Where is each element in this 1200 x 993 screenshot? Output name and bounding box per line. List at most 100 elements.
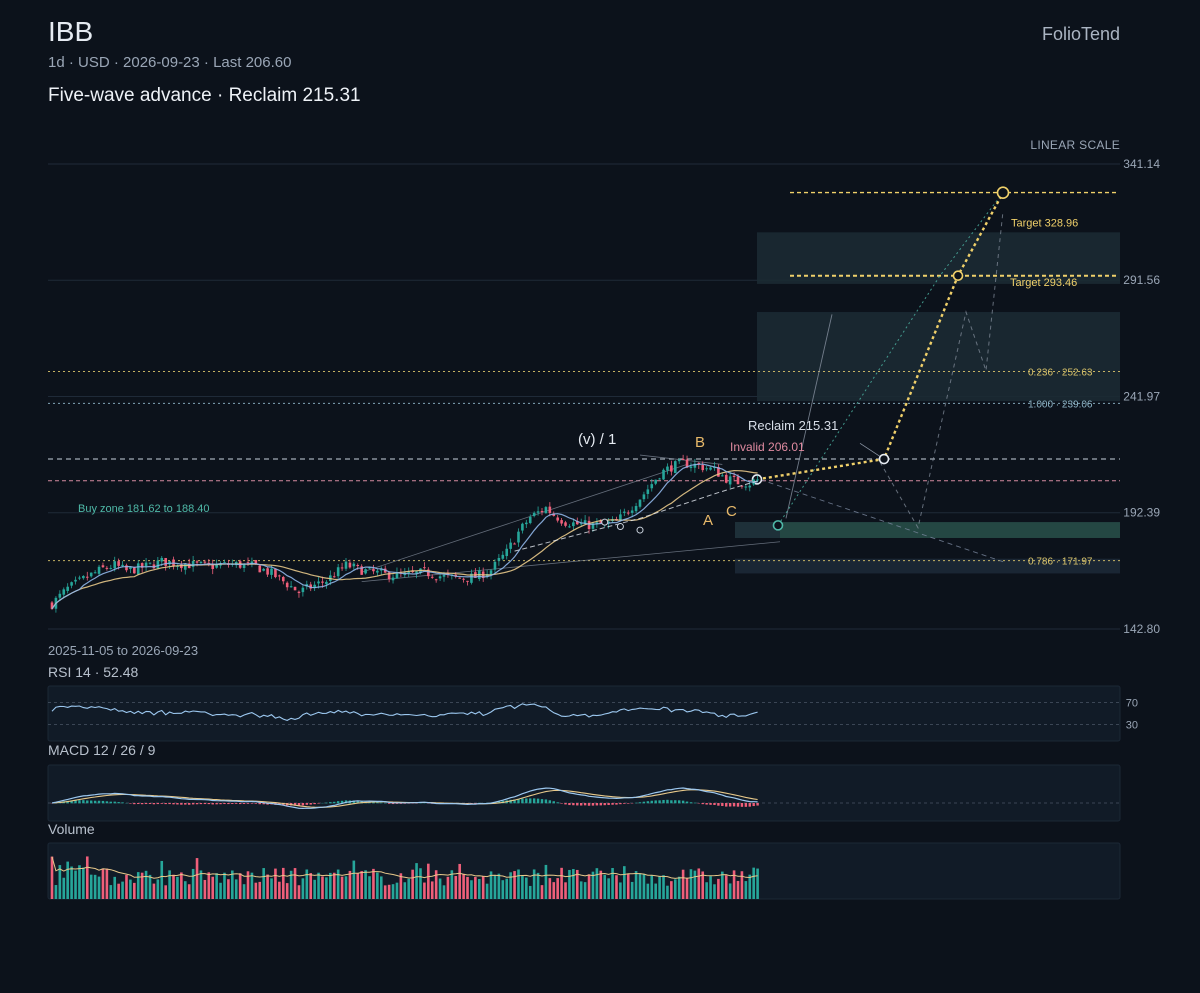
- rsi-value: 52.48: [103, 664, 139, 680]
- candle-body: [736, 476, 740, 485]
- brand-logo[interactable]: FolioTend: [1041, 24, 1120, 44]
- candle-body: [254, 560, 258, 565]
- volume-bar: [505, 878, 509, 899]
- candle-body: [242, 563, 246, 569]
- volume-bar: [583, 882, 587, 899]
- candle-body: [544, 507, 548, 514]
- macd-hist-bar: [580, 803, 583, 806]
- volume-bar: [575, 869, 579, 899]
- macd-hist-bar: [105, 801, 109, 804]
- candle-body: [626, 512, 630, 514]
- projection-layer: [361, 186, 1010, 583]
- macd-hist-bar: [309, 803, 312, 805]
- candle-body: [144, 562, 148, 567]
- scale-toggle[interactable]: LINEAR SCALE: [1030, 138, 1120, 152]
- macd-hist-bar: [254, 803, 258, 804]
- macd-hist-bar: [736, 803, 740, 807]
- macd-hist-bar: [168, 803, 171, 805]
- macd-hist-bar: [195, 803, 199, 805]
- macd-hist-bar: [705, 803, 708, 805]
- volume-bar: [180, 872, 183, 899]
- macd-hist-bar: [133, 803, 136, 805]
- volume-bar: [548, 878, 552, 899]
- volume-bar: [109, 885, 113, 899]
- macd-hist-bar: [599, 803, 602, 806]
- volume-ma-line: [51, 856, 758, 879]
- volume-bar: [403, 882, 407, 899]
- macd-sep1: /: [108, 742, 121, 758]
- volume-bar: [450, 870, 454, 899]
- candle-body: [58, 593, 62, 598]
- projection-node: [878, 453, 890, 465]
- volume-bar: [54, 885, 58, 899]
- candle-body: [442, 574, 446, 577]
- candle-body: [258, 565, 262, 573]
- volume-bar: [736, 880, 740, 899]
- volume-bar: [129, 879, 132, 899]
- macd-hist-bar: [336, 801, 340, 804]
- candle-body: [646, 489, 650, 494]
- volume-bar: [423, 882, 426, 899]
- buy-zone-label: Buy zone 181.62 to 188.40: [78, 503, 210, 515]
- candle-body: [670, 465, 673, 472]
- volume-bar: [748, 874, 752, 899]
- macd-hist-bar: [90, 800, 93, 804]
- candle-body: [183, 564, 187, 570]
- candle-body: [164, 557, 167, 566]
- macd-hist-bar: [529, 798, 532, 804]
- volume-bar: [285, 883, 289, 899]
- downside-path: [759, 478, 1004, 563]
- wave-letter-c: C: [726, 503, 737, 520]
- macd-hist-bar: [97, 800, 101, 804]
- volume-bar: [89, 874, 93, 899]
- volume-bar: [654, 883, 657, 899]
- macd-hist-bar: [156, 803, 160, 805]
- volume-bar: [344, 876, 348, 899]
- macd-hist-bar: [109, 801, 112, 804]
- macd-hist-bar: [235, 803, 238, 804]
- date-range-label: 2025-11-05 to 2026-09-23: [48, 643, 199, 658]
- candle-body: [462, 578, 465, 580]
- volume-bar: [752, 867, 755, 899]
- rsi-line: [51, 703, 758, 721]
- volume-bar: [144, 870, 148, 899]
- rsi-title: RSI 14 · 52.48: [48, 664, 138, 680]
- candle-body: [297, 591, 301, 594]
- candle-body: [599, 520, 603, 524]
- volume-bar: [673, 879, 677, 899]
- volume-bar: [489, 871, 493, 899]
- candle-body: [281, 577, 285, 582]
- macd-hist-bar: [333, 801, 336, 804]
- candle-body: [223, 562, 226, 564]
- macd-slow: 26: [120, 742, 136, 758]
- macd-hist-bar: [86, 800, 89, 804]
- volume-bar: [744, 881, 748, 899]
- lower-zone-band: [735, 558, 1120, 574]
- volume-bar: [278, 881, 281, 899]
- candle-body: [195, 561, 199, 563]
- candle-body: [607, 521, 610, 524]
- candle-body: [336, 567, 340, 577]
- macd-hist-bar: [548, 800, 552, 804]
- candle-body: [556, 517, 559, 521]
- volume-bar: [227, 879, 230, 899]
- candle-body: [74, 579, 77, 582]
- candle-body: [325, 581, 328, 585]
- volume-bar: [254, 882, 258, 899]
- volume-bar: [58, 865, 62, 899]
- volume-bar: [348, 870, 352, 899]
- volume-bar: [207, 872, 211, 899]
- macd-hist-bar: [391, 803, 395, 805]
- y-tick-label: 142.80: [1123, 622, 1160, 636]
- volume-bar: [187, 884, 191, 899]
- candle-body: [82, 575, 85, 579]
- volume-bar: [376, 872, 379, 899]
- macd-hist-bar: [732, 803, 736, 807]
- macd-hist-bar: [301, 803, 305, 806]
- macd-hist-bar: [572, 803, 575, 806]
- candle-body: [430, 576, 434, 578]
- volume-bar: [658, 876, 661, 899]
- volume-bar: [360, 871, 363, 899]
- candle-body: [160, 557, 164, 562]
